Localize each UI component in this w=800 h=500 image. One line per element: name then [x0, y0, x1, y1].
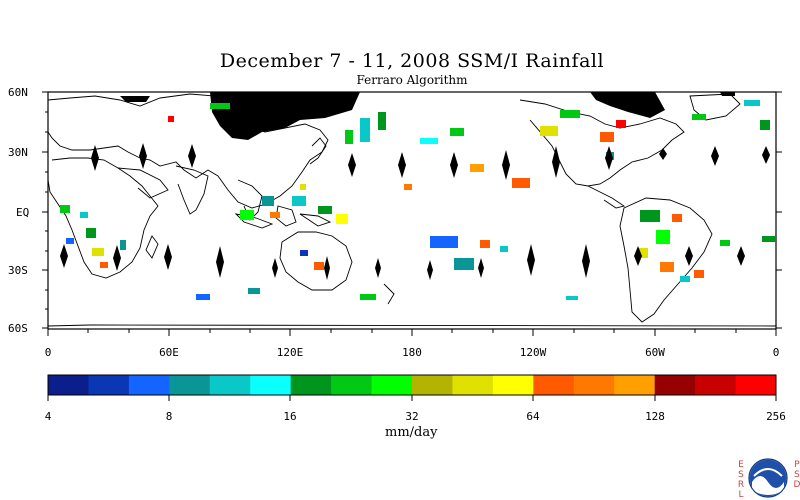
colorbar-tick-4: 4 [45, 410, 52, 423]
lat-label-60n: 60N [8, 86, 28, 99]
lat-label-60s: 60S [8, 322, 28, 335]
arctic-no-data [120, 92, 735, 140]
colorbar-swatch [492, 375, 534, 395]
lon-label-0: 0 [45, 346, 52, 359]
lon-label-60w: 60W [645, 346, 665, 359]
colorbar-tick-64: 64 [526, 410, 540, 423]
colorbar-swatch [209, 375, 251, 395]
continent-outlines [47, 93, 777, 327]
colorbar-swatch [452, 375, 494, 395]
lon-label-120e: 120E [277, 346, 304, 359]
colorbar-swatch [533, 375, 575, 395]
colorbar-swatch [735, 375, 777, 395]
lat-label-eq: EQ [16, 206, 29, 219]
colorbar-swatch [290, 375, 332, 395]
satellite-gap-diamonds [60, 143, 770, 280]
lon-label-120w: 120W [520, 346, 547, 359]
noaa-logo-icon [748, 458, 788, 498]
colorbar-swatch [128, 375, 170, 395]
colorbar-swatch [371, 375, 413, 395]
colorbar-swatch [614, 375, 656, 395]
colorbar-swatch [331, 375, 373, 395]
lat-label-30s: 30S [8, 264, 28, 277]
lon-label-180: 180 [402, 346, 422, 359]
colorbar-swatch [412, 375, 453, 395]
colorbar-tick-8: 8 [166, 410, 173, 423]
colorbar-swatch [88, 375, 130, 395]
colorbar [48, 375, 777, 395]
colorbar-tick-256: 256 [766, 410, 786, 423]
colorbar-swatch [573, 375, 615, 395]
colorbar-tick-16: 16 [283, 410, 296, 423]
longitude-ticks [47, 329, 777, 336]
colorbar-swatch [654, 375, 696, 395]
colorbar-ticks [47, 395, 777, 401]
lon-label-0-east: 0 [773, 346, 780, 359]
latitude-ticks [42, 91, 782, 329]
map-title: December 7 - 11, 2008 SSM/I Rainfall [219, 50, 605, 72]
lat-label-30n: 30N [8, 146, 28, 159]
colorbar-swatch [169, 375, 211, 395]
map-frame [47, 91, 777, 330]
colorbar-swatch [48, 375, 89, 395]
colorbar-tick-128: 128 [645, 410, 665, 423]
colorbar-tick-32: 32 [405, 410, 418, 423]
lon-label-60e: 60E [159, 346, 179, 359]
map-subtitle: Ferraro Algorithm [356, 73, 468, 87]
colorbar-unit-label: mm/day [385, 425, 438, 440]
colorbar-swatch [695, 375, 737, 395]
colorbar-swatch [250, 375, 292, 395]
